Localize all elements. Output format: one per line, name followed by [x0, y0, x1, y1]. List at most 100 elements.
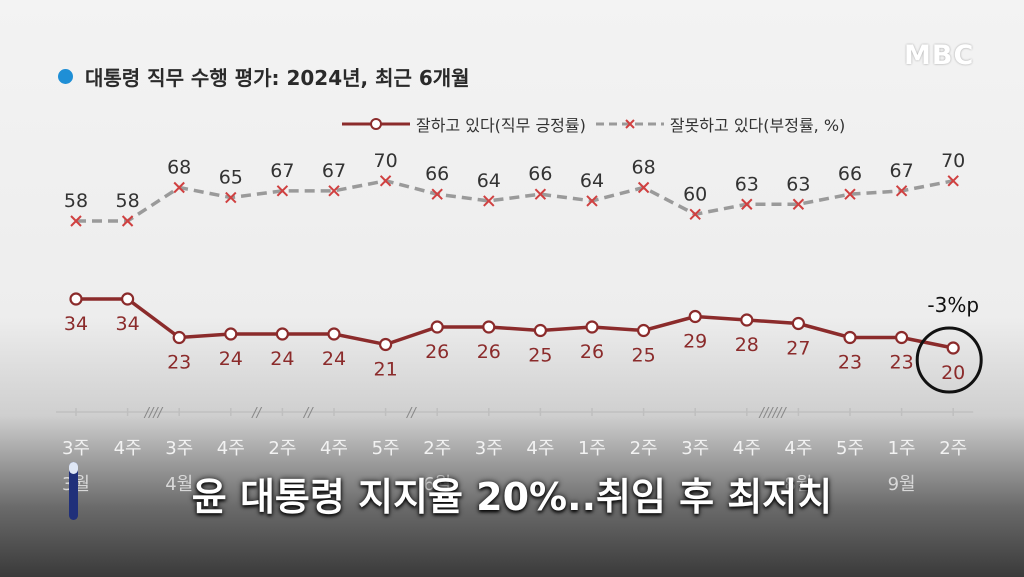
x-tick-label-12: 3주 — [681, 438, 709, 459]
x-tick-label-13: 4주 — [733, 438, 761, 459]
x-tick-label-1: 4주 — [114, 438, 142, 459]
axis-break-3: // — [406, 406, 417, 421]
disapprove-point-6 — [379, 175, 392, 187]
approve-point-15 — [843, 330, 857, 345]
approve-point-8 — [482, 320, 496, 334]
legend-label-disapprove: 잘못하고 있다(부정률, %) — [669, 116, 846, 135]
approve-label-17: 20 — [941, 362, 965, 384]
axis-break-1: // — [251, 406, 262, 421]
month-label-4: 9월 — [888, 474, 916, 495]
x-tick-label-0: 3주 — [62, 438, 90, 459]
approve-point-1 — [120, 292, 135, 306]
approve-point-2 — [172, 330, 186, 345]
x-tick-label-10: 1주 — [578, 438, 606, 459]
disapprove-point-10 — [586, 195, 598, 207]
video-progress-bar[interactable] — [69, 462, 78, 520]
approve-label-2: 23 — [167, 352, 191, 374]
disapprove-point-17 — [947, 175, 959, 187]
disapprove-point-9 — [534, 188, 547, 200]
disapprove-point-11 — [637, 181, 650, 194]
approve-point-5 — [327, 327, 341, 341]
disapprove-label-16: 67 — [890, 160, 914, 182]
axis-break-2: // — [303, 406, 314, 421]
approve-label-10: 26 — [580, 341, 604, 363]
disapprove-point-2 — [173, 181, 185, 194]
approve-point-16 — [894, 330, 909, 345]
axis-break-0: //// — [144, 406, 164, 421]
disapprove-label-5: 67 — [322, 160, 346, 182]
approve-label-9: 25 — [528, 345, 552, 367]
approve-point-14 — [791, 316, 806, 331]
disapprove-point-5 — [328, 185, 340, 197]
disapprove-label-17: 70 — [941, 150, 965, 172]
bullet-dot-icon — [58, 69, 73, 84]
chart-title: 대통령 직무 수행 평가: 2024년, 최근 6개월 — [85, 66, 470, 90]
approve-label-8: 26 — [477, 341, 501, 363]
approve-label-7: 26 — [425, 341, 449, 363]
approve-point-6 — [379, 337, 393, 352]
legend-line-circle-icon — [342, 118, 410, 130]
disapprove-point-8 — [483, 195, 495, 207]
disapprove-point-13 — [741, 198, 753, 210]
disapprove-label-6: 70 — [374, 150, 398, 172]
disapprove-point-12 — [689, 208, 701, 221]
disapprove-label-7: 66 — [425, 163, 449, 185]
broadcaster-logo: MBC — [904, 40, 975, 71]
x-tick-label-7: 2주 — [423, 438, 451, 459]
x-tick-label-14: 4주 — [784, 438, 812, 459]
approve-point-12 — [688, 309, 702, 324]
disapprove-label-13: 63 — [735, 173, 759, 195]
disapprove-point-14 — [792, 198, 805, 210]
video-progress-fill — [69, 462, 78, 474]
x-tick-label-8: 3주 — [475, 438, 503, 459]
approve-label-5: 24 — [322, 348, 346, 370]
approve-point-9 — [533, 323, 548, 338]
chart-title-row: 대통령 직무 수행 평가: 2024년, 최근 6개월 — [58, 62, 470, 91]
disapprove-label-8: 64 — [477, 170, 501, 192]
series-line-disapprove — [76, 179, 954, 223]
approve-point-11 — [636, 323, 651, 338]
x-tick-label-3: 4주 — [217, 438, 245, 459]
disapprove-label-14: 63 — [786, 173, 810, 195]
series-line-approve — [76, 297, 954, 350]
x-tick-label-17: 2주 — [939, 438, 967, 459]
disapprove-label-10: 64 — [580, 170, 604, 192]
approve-point-4 — [275, 327, 289, 341]
disapprove-label-1: 58 — [116, 190, 140, 212]
x-tick-label-6: 5주 — [372, 438, 400, 459]
news-caption: 윤 대통령 지지율 20%..취임 후 최저치 — [191, 475, 833, 519]
change-annotation: -3%p — [927, 293, 979, 317]
x-tick-label-5: 4주 — [320, 438, 348, 459]
legend-label-approve: 잘하고 있다(직무 긍정률) — [416, 116, 586, 135]
approve-label-16: 23 — [890, 352, 914, 374]
approve-label-12: 29 — [683, 331, 707, 353]
disapprove-label-11: 68 — [632, 157, 656, 179]
x-tick-label-4: 2주 — [268, 438, 296, 459]
disapprove-label-15: 66 — [838, 163, 862, 185]
disapprove-label-12: 60 — [683, 183, 707, 205]
disapprove-point-0 — [70, 215, 82, 227]
legend-item-approve: 잘하고 있다(직무 긍정률) — [340, 112, 586, 136]
x-tick-label-16: 1주 — [888, 438, 916, 459]
month-label-1: 4월 — [165, 474, 193, 495]
approve-point-0 — [69, 292, 83, 306]
x-tick-label-15: 5주 — [836, 438, 864, 459]
approve-label-3: 24 — [219, 348, 243, 370]
approve-point-3 — [224, 327, 238, 341]
axis-break-4: ////// — [758, 406, 787, 421]
approve-label-6: 21 — [374, 359, 398, 381]
approve-point-17 — [946, 341, 960, 355]
highlight-circle — [915, 326, 983, 394]
x-tick-label-11: 2주 — [630, 438, 658, 459]
approve-label-13: 28 — [735, 334, 759, 356]
chart-legend: 잘하고 있다(직무 긍정률) 잘못하고 있다(부정률, %) — [340, 112, 853, 136]
month-label-3: 8월 — [784, 474, 812, 495]
disapprove-point-3 — [225, 191, 237, 204]
disapprove-label-2: 68 — [167, 157, 191, 179]
disapprove-point-1 — [121, 215, 134, 227]
x-tick-label-2: 3주 — [165, 438, 193, 459]
approve-label-4: 24 — [270, 348, 294, 370]
disapprove-point-4 — [276, 185, 289, 197]
x-tick-label-9: 4주 — [526, 438, 554, 459]
disapprove-label-0: 58 — [64, 190, 88, 212]
